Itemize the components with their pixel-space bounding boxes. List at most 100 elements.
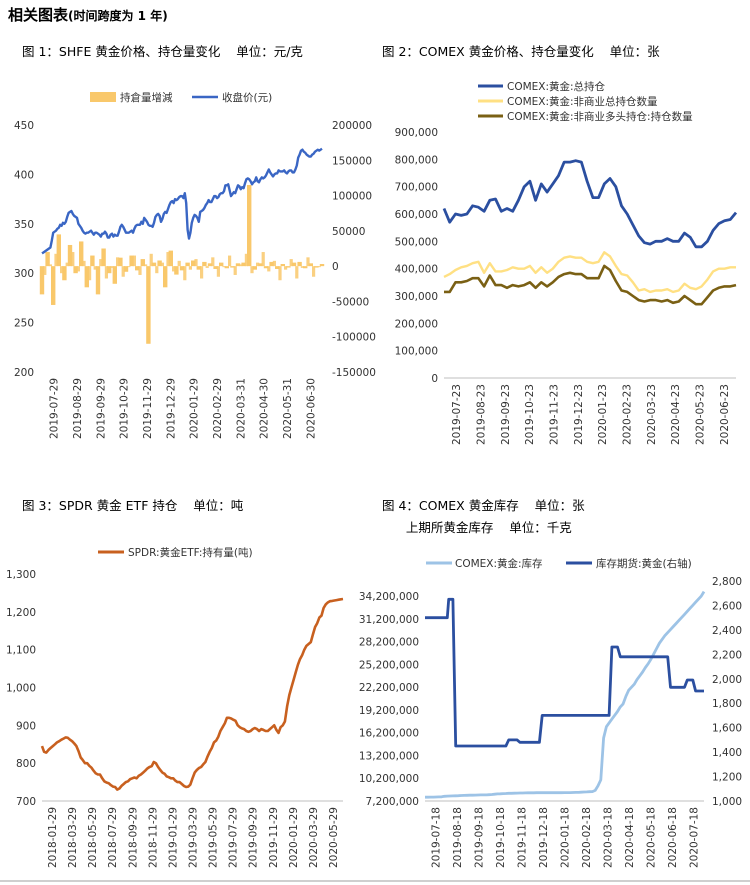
c4-y-right-tick-label: 1,600 <box>712 723 742 735</box>
c1-bar <box>300 266 304 268</box>
c1-y-right-tick-label: -150000 <box>332 367 376 379</box>
c1-bar <box>155 266 159 274</box>
c1-bar <box>289 259 293 267</box>
c2-legend-label-2: COMEX:黄金:非商业总持仓数量 <box>507 95 658 108</box>
c2-series-line-2 <box>443 251 736 294</box>
c1-bar <box>233 266 237 275</box>
c1-y-right-tick-label: -100000 <box>332 332 376 344</box>
page-title: 相关图表(时间跨度为 1 年) <box>8 4 168 25</box>
c1-bar <box>43 266 47 275</box>
c1-x-tick-label: 2019-08-29 <box>72 378 84 439</box>
c3-x-tick-label: 2018-01-29 <box>47 807 59 868</box>
c1-bar <box>222 266 226 268</box>
c2-x-tick-label: 2020-05-23 <box>695 384 707 445</box>
c1-bar <box>132 255 136 267</box>
c4-y-left-tick-label: 19,200,000 <box>359 705 419 717</box>
c1-bar <box>216 266 220 277</box>
c3-x-tick-label: 2020-01-29 <box>288 807 300 868</box>
c1-y-left-tick-label: 450 <box>14 120 34 132</box>
c4-y-left-tick-label: 34,200,000 <box>359 591 419 603</box>
c4-y-left-tick-label: 22,200,000 <box>359 682 419 694</box>
c1-bar <box>76 266 80 272</box>
c1-bar <box>239 264 243 267</box>
c3-x-tick-label: 2020-03-29 <box>308 807 320 868</box>
c1-bar <box>56 234 61 267</box>
c1-legend-label-bar: 持倉量增減 <box>120 91 173 104</box>
c1-legend-label-line: 收盘价(元) <box>222 91 272 104</box>
c1-bar <box>54 253 58 267</box>
c1-bar <box>312 266 316 277</box>
c1-bar <box>82 260 86 267</box>
c1-bar <box>107 266 112 274</box>
c1-bar <box>101 248 106 267</box>
c1-bar <box>48 264 52 267</box>
c1-bar <box>166 252 170 267</box>
c3-x-tick-label: 2019-05-29 <box>208 807 220 868</box>
c1-bar <box>157 260 162 267</box>
c1-bar <box>228 255 232 267</box>
c1-bar <box>60 266 64 274</box>
c4-x-tick-label: 2019-11-18 <box>517 807 529 868</box>
c1-bar <box>213 266 218 269</box>
c1-bar <box>183 266 187 281</box>
c4-x-tick-label: 2019-09-18 <box>474 807 486 868</box>
c3-x-tick-label: 2018-07-29 <box>107 807 119 868</box>
c1-bar <box>280 264 285 267</box>
c3-x-tick-label: 2019-03-29 <box>188 807 200 868</box>
c1-bar <box>104 266 108 279</box>
c1-bar <box>65 262 69 267</box>
c3-x-tick-label: 2020-05-29 <box>328 807 340 868</box>
c1-bar <box>303 266 308 269</box>
c3-x-tick-label: 2019-07-29 <box>228 807 240 868</box>
c1-bar <box>317 266 321 268</box>
c4-x-tick-label: 2020-01-18 <box>560 807 572 868</box>
c1-bar <box>235 263 241 267</box>
c2-x-tick-label: 2019-11-23 <box>549 384 561 445</box>
c1-bar <box>110 266 114 268</box>
c1-bar <box>247 184 252 267</box>
c1-bar <box>172 266 176 272</box>
c1-y-right-tick-label: 150000 <box>332 155 372 167</box>
c2-x-tick-label: 2019-09-23 <box>500 384 512 445</box>
c2-x-tick-label: 2019-12-23 <box>573 384 585 445</box>
c1-y-left-tick-label: 250 <box>14 318 34 330</box>
page-bottom-rule <box>0 880 750 882</box>
c1-bar <box>73 266 78 274</box>
c2-legend-label-3: COMEX:黄金:非商业多头持仓:持仓数量 <box>507 110 693 123</box>
c1-bar <box>116 257 120 267</box>
c1-series-line-close-price <box>41 147 323 255</box>
c1-bar <box>168 250 173 267</box>
c4-legend-label-2: 库存期货:黄金(右轴) <box>596 557 692 570</box>
c2-y-tick-label: 300,000 <box>395 291 438 303</box>
c1-bar <box>144 264 148 267</box>
c1-bar <box>160 262 164 267</box>
c1-bar <box>256 262 260 267</box>
c1-bar <box>163 266 168 288</box>
c2-x-tick-label: 2020-03-23 <box>646 384 658 445</box>
c1-bar <box>284 266 288 270</box>
c1-bar <box>79 241 84 267</box>
c1-bar <box>90 255 95 267</box>
c1-y-left-tick-label: 400 <box>14 169 34 181</box>
c1-bar <box>121 266 125 277</box>
c4-y-right-tick-label: 2,600 <box>712 600 742 612</box>
c2-series-line-1 <box>442 159 738 249</box>
c2-y-tick-label: 100,000 <box>395 346 438 358</box>
c1-bar <box>252 266 257 270</box>
c3-y-tick-label: 1,200 <box>6 607 36 619</box>
c1-bar <box>286 266 291 268</box>
c1-bar <box>151 262 157 267</box>
c1-bar <box>244 253 248 267</box>
c4-y-right-tick-label: 1,200 <box>712 772 742 784</box>
c1-y-right-tick-label: 50000 <box>332 226 365 238</box>
c3-y-tick-label: 1,100 <box>6 645 36 657</box>
c1-bar <box>275 266 280 269</box>
c4-y-right-tick-label: 1,400 <box>712 747 742 759</box>
c1-bar <box>67 244 73 267</box>
c3-y-tick-label: 900 <box>16 720 36 732</box>
c2-y-tick-label: 600,000 <box>395 209 438 221</box>
c1-bar <box>194 259 198 267</box>
page-subtitle: (时间跨度为 1 年) <box>68 9 168 23</box>
c4-y-right-tick-label: 2,200 <box>712 649 742 661</box>
